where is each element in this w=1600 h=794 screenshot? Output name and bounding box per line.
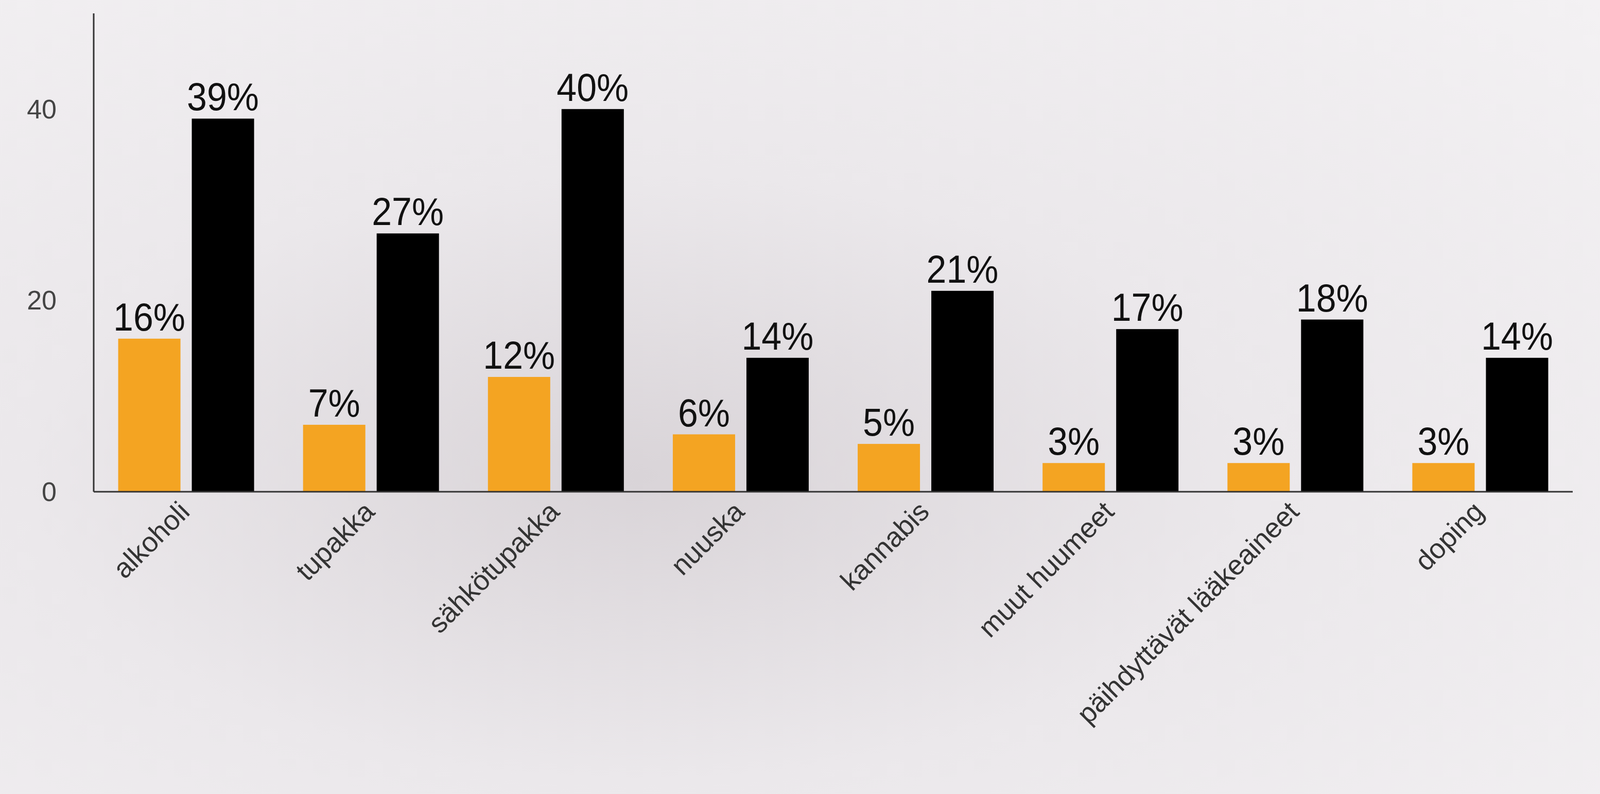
bar [192,118,255,492]
bar [672,434,736,492]
bar [1227,462,1290,492]
y-tick-label: 40 [26,94,57,125]
bar [746,357,809,492]
x-axis [93,491,1573,493]
data-label: 21% [926,247,999,291]
data-label: 16% [113,294,186,339]
category-label: muut huumeet [971,495,1120,643]
data-label: 12% [482,333,555,377]
data-label: 6% [677,390,730,434]
data-label: 14% [741,314,814,358]
bars [118,109,1549,492]
data-label: 7% [308,380,361,425]
bar [376,233,440,492]
category-label: tupakka [289,495,381,587]
bar [1116,328,1179,492]
data-label: 39% [186,75,259,119]
data-label: 3% [1047,419,1100,463]
data-label: 27% [371,189,444,234]
bar [857,443,920,492]
category-label: sähkötupakka [422,495,566,639]
bar [1412,462,1475,492]
category-label: doping [1408,495,1490,577]
bar [1042,462,1105,492]
chart: 16%39%7%27%12%40%6%14%5%21%3%17%3%18%3%1… [0,0,1600,794]
bar [561,109,624,492]
y-tick-label: 20 [26,285,57,316]
bar [488,376,551,492]
bar [303,424,366,492]
category-label: alkoholi [106,495,196,584]
bar [1300,319,1364,492]
y-axis [93,13,95,492]
category-label: kannabis [834,495,935,596]
data-label: 18% [1296,275,1369,320]
category-label: nuuska [664,495,751,581]
data-label: 3% [1417,419,1470,463]
data-labels: 16%39%7%27%12%40%6%14%5%21%3%17%3%18%3%1… [113,65,1554,463]
data-label: 40% [556,65,629,109]
data-label: 3% [1232,419,1285,463]
data-label: 17% [1111,285,1184,329]
data-label: 5% [862,400,915,444]
bar [1485,357,1549,492]
bar [931,290,994,492]
data-label: 14% [1481,314,1554,358]
y-tick-label: 0 [41,476,57,507]
bar [118,338,181,492]
category-label: päihdyttävät lääkeaineet [1070,495,1305,729]
